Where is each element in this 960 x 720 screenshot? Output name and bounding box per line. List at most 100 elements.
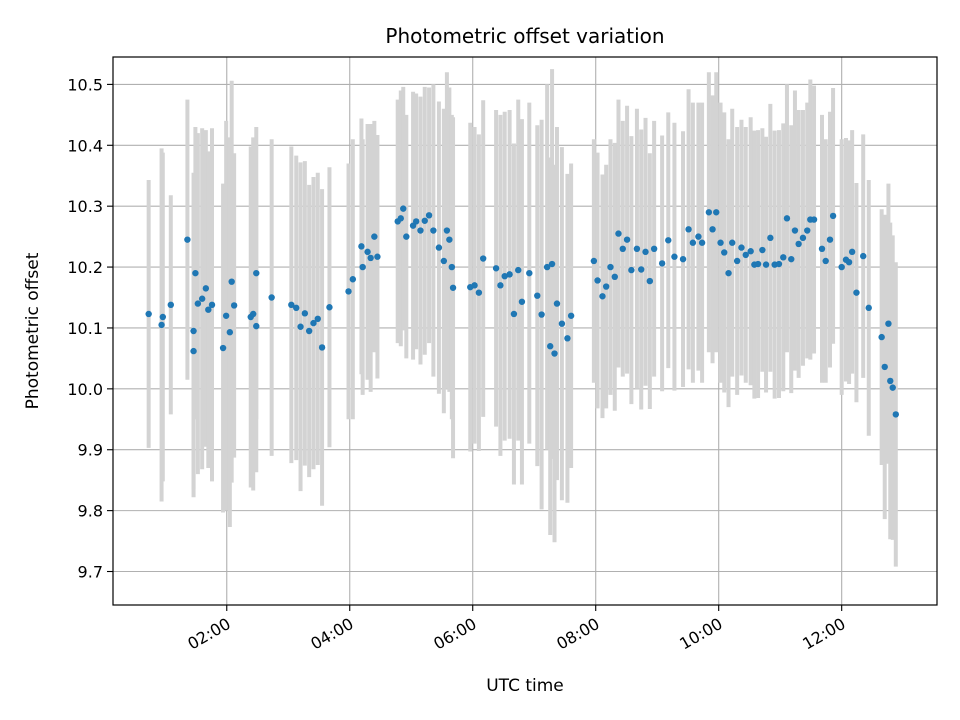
data-point (205, 306, 212, 313)
y-tick-label: 10.5 (67, 75, 103, 94)
data-point (158, 321, 165, 329)
data-point (611, 273, 618, 281)
data-point (421, 217, 428, 224)
data-point (208, 301, 216, 309)
data-point (198, 295, 206, 302)
data-point (548, 260, 556, 268)
data-point (400, 205, 407, 212)
data-point (543, 263, 551, 271)
data-point (892, 411, 899, 418)
plot-frame (112, 56, 938, 606)
data-point (558, 320, 566, 327)
data-point (547, 343, 554, 350)
data-point (685, 226, 692, 233)
data-point (443, 227, 451, 234)
data-point (671, 253, 678, 260)
data-point (412, 218, 420, 225)
data-point (799, 234, 807, 242)
data-point (471, 282, 478, 289)
data-point (742, 251, 749, 259)
data-point (374, 253, 381, 260)
data-point (518, 298, 526, 305)
data-point (642, 248, 649, 256)
data-point (783, 215, 791, 222)
data-point (364, 248, 371, 256)
data-point (293, 304, 300, 312)
data-point (887, 377, 894, 385)
data-point (253, 322, 260, 330)
data-point (695, 233, 702, 240)
data-point (709, 226, 716, 233)
data-point (345, 288, 352, 295)
data-point (194, 300, 202, 307)
data-point (190, 327, 197, 335)
data-point (845, 258, 853, 266)
data-point (564, 335, 571, 342)
data-point (288, 301, 295, 309)
data-point (658, 260, 666, 267)
data-point (440, 257, 448, 265)
data-point (804, 227, 811, 234)
data-point (192, 269, 199, 277)
data-point (619, 245, 626, 252)
data-point (446, 236, 453, 243)
y-tick-label: 10.0 (67, 380, 103, 399)
data-point (767, 234, 774, 242)
data-point (865, 304, 872, 312)
data-point (788, 255, 795, 263)
y-axis: 9.7 9.8 9.9 10.0 10.1 10.2 10.3 10.4 10.5 (67, 75, 113, 582)
data-point (449, 284, 457, 291)
data-point (534, 292, 541, 299)
data-point (795, 240, 802, 248)
data-point (501, 273, 508, 280)
data-point (268, 294, 275, 301)
data-point (679, 255, 687, 263)
data-point (222, 312, 230, 319)
data-point (754, 260, 762, 268)
data-point (297, 323, 304, 330)
data-point (314, 315, 321, 323)
data-point (826, 236, 834, 243)
data-point (305, 327, 313, 335)
y-tick-label: 10.3 (67, 197, 103, 216)
data-point (607, 263, 614, 271)
y-axis-label: Photometric offset (23, 252, 43, 409)
data-point (733, 257, 741, 265)
y-tick-label: 10.1 (67, 319, 103, 338)
data-point (371, 233, 378, 240)
data-point (878, 333, 885, 341)
y-tick-label: 9.8 (78, 502, 103, 521)
data-point (538, 311, 545, 318)
data-point (497, 282, 504, 289)
data-point (167, 301, 175, 309)
data-point (729, 239, 736, 246)
data-point (721, 249, 728, 256)
data-point (762, 261, 770, 268)
data-point (885, 320, 892, 327)
data-point (759, 246, 766, 254)
data-point (479, 255, 487, 262)
data-point (318, 344, 326, 351)
data-point (818, 245, 826, 252)
data-point (791, 227, 799, 234)
data-point (425, 212, 433, 219)
data-point (838, 263, 845, 271)
data-point (889, 384, 896, 391)
data-point (202, 285, 210, 292)
data-point (430, 227, 437, 234)
data-point (698, 239, 706, 246)
y-tick-label: 10.4 (67, 136, 103, 155)
data-point (515, 266, 522, 274)
data-point (615, 230, 622, 237)
data-point (633, 245, 641, 252)
data-point (623, 236, 631, 243)
data-point (628, 266, 635, 274)
y-tick-label: 10.2 (67, 258, 103, 277)
data-point (717, 239, 724, 246)
data-point (403, 233, 410, 240)
data-point (599, 293, 606, 300)
data-point (553, 300, 561, 307)
data-point (665, 237, 672, 244)
data-point (226, 329, 234, 336)
data-point (349, 276, 357, 283)
